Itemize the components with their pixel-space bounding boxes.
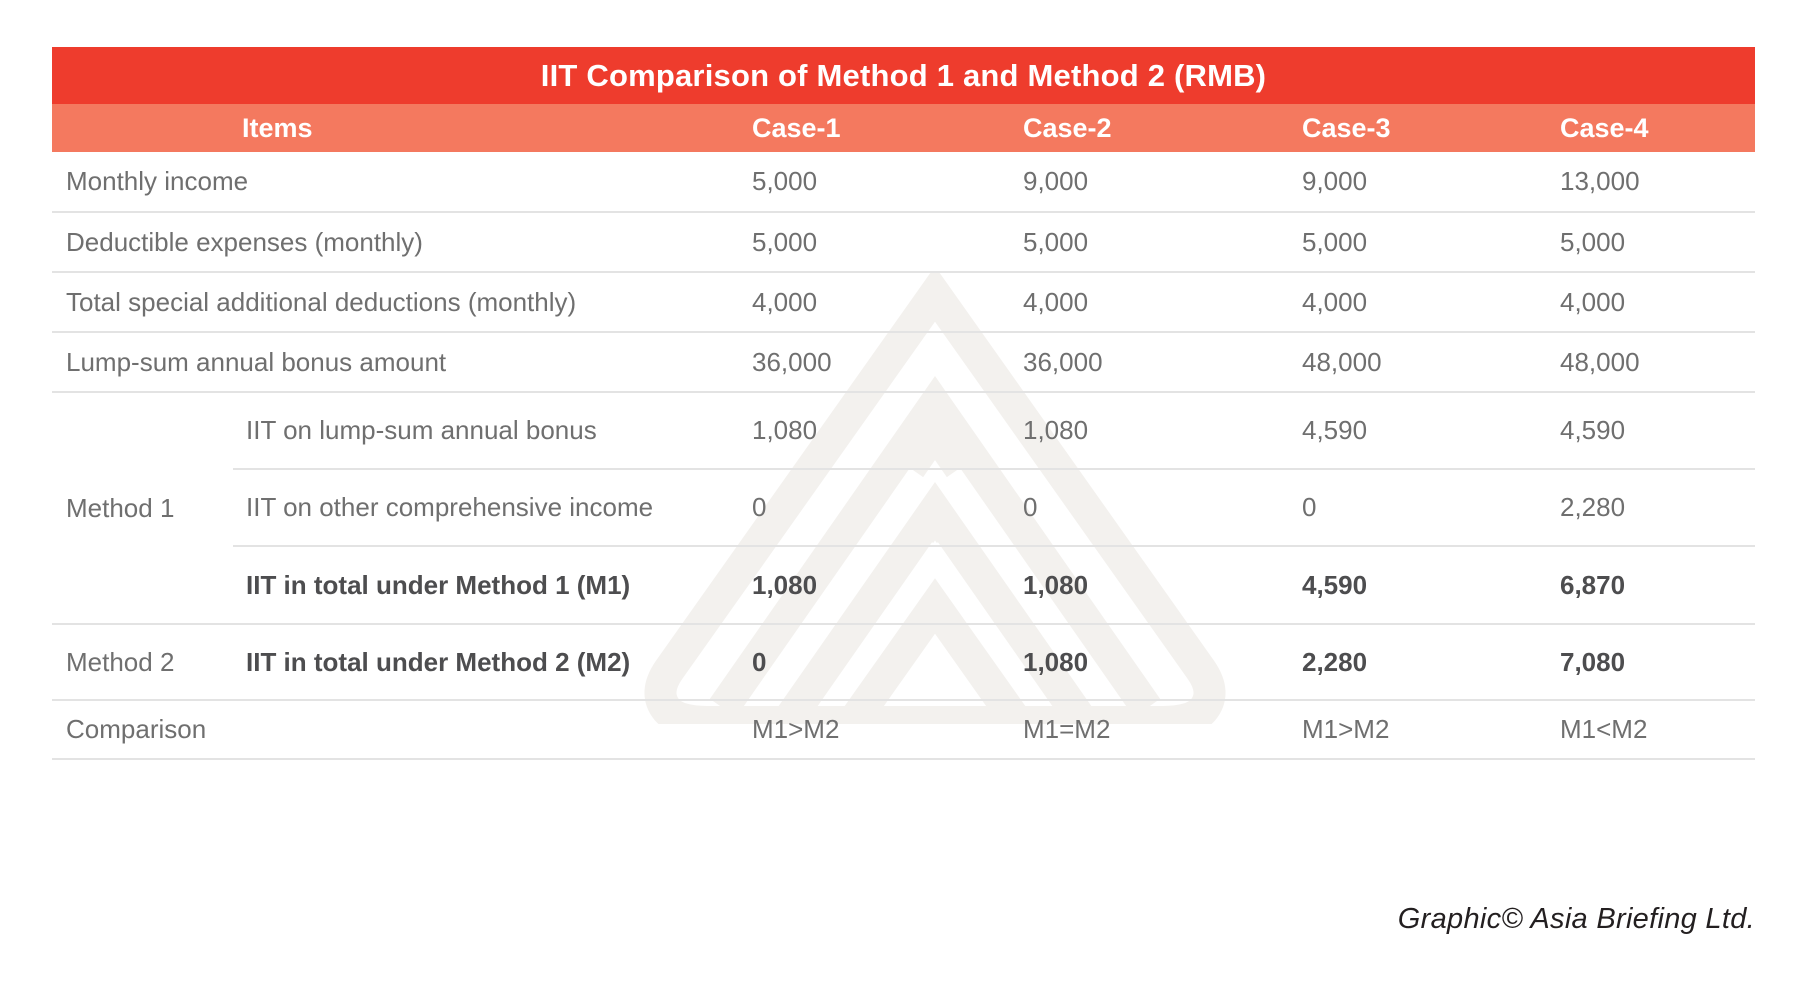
cell-case-1: 4,000 <box>752 286 818 317</box>
cell-case-1: 1,080 <box>752 415 818 445</box>
cell-case-3: 9,000 <box>1302 166 1368 196</box>
cell-case-4: 4,590 <box>1560 415 1626 445</box>
cell-case-1: 36,000 <box>752 346 832 377</box>
method-2-group-label: Method 2 <box>66 646 175 677</box>
cell-case-3: M1>M2 <box>1302 714 1390 744</box>
row-label: Total special additional deductions (mon… <box>66 286 577 317</box>
cell-case-1: 0 <box>752 646 767 677</box>
cell-case-3: 4,590 <box>1302 569 1368 600</box>
row-label: IIT in total under Method 2 (M2) <box>246 646 631 677</box>
asia-briefing-logo-watermark-icon <box>644 272 1226 724</box>
row-label: Monthly income <box>66 166 249 196</box>
cell-case-4: 5,000 <box>1560 226 1626 257</box>
cell-case-2: 0 <box>1023 492 1038 522</box>
row-label: IIT on other comprehensive income <box>246 492 654 522</box>
cell-case-4: 7,080 <box>1560 646 1626 677</box>
row-label: IIT on lump-sum annual bonus <box>246 415 597 445</box>
table-row-iit-total-method-1: IIT in total under Method 1 (M1) 1,080 1… <box>233 547 1755 623</box>
comparison-row-label: Comparison <box>66 714 207 744</box>
cell-case-3: 48,000 <box>1302 346 1382 377</box>
cell-case-3: 5,000 <box>1302 226 1368 257</box>
cell-case-4: 2,280 <box>1560 492 1626 522</box>
cell-case-1: 5,000 <box>752 226 818 257</box>
table-title-bar: IIT Comparison of Method 1 and Method 2 … <box>52 47 1755 104</box>
cell-case-3: 0 <box>1302 492 1317 522</box>
table-row-deductible-expenses: Deductible expenses (monthly) 5,000 5,00… <box>52 213 1755 273</box>
column-header-items: Items <box>242 112 313 143</box>
cell-case-3: 4,590 <box>1302 415 1368 445</box>
cell-case-2: 1,080 <box>1023 646 1089 677</box>
cell-case-2: M1=M2 <box>1023 714 1111 744</box>
column-header-case-2: Case-2 <box>1023 112 1112 143</box>
method-1-sub-rows: IIT on lump-sum annual bonus 1,080 1,080… <box>233 393 1755 623</box>
cell-case-2: 36,000 <box>1023 346 1103 377</box>
cell-case-4: 48,000 <box>1560 346 1640 377</box>
cell-case-4: M1<M2 <box>1560 714 1648 744</box>
cell-case-1: 1,080 <box>752 569 818 600</box>
table-row-iit-lump-sum-bonus: IIT on lump-sum annual bonus 1,080 1,080… <box>233 393 1755 470</box>
row-label: Deductible expenses (monthly) <box>66 226 423 257</box>
cell-case-2: 1,080 <box>1023 415 1089 445</box>
row-label: Lump-sum annual bonus amount <box>66 346 447 377</box>
column-header-case-4: Case-4 <box>1560 112 1649 143</box>
method-1-group: Method 1 IIT on lump-sum annual bonus 1,… <box>52 393 1755 625</box>
table-row-iit-other-comprehensive-income: IIT on other comprehensive income 0 0 0 … <box>233 470 1755 547</box>
cell-case-2: 4,000 <box>1023 286 1089 317</box>
cell-case-3: 4,000 <box>1302 286 1368 317</box>
table-row-iit-total-method-2: Method 2 IIT in total under Method 2 (M2… <box>52 625 1755 701</box>
table-header-row: Items Case-1 Case-2 Case-3 Case-4 <box>52 104 1755 152</box>
cell-case-1: M1>M2 <box>752 714 840 744</box>
cell-case-1: 5,000 <box>752 166 818 196</box>
cell-case-4: 6,870 <box>1560 569 1626 600</box>
graphic-credit: Graphic© Asia Briefing Ltd. <box>1397 903 1755 935</box>
cell-case-3: 2,280 <box>1302 646 1368 677</box>
page-title: IIT Comparison of Method 1 and Method 2 … <box>540 57 1267 93</box>
column-header-case-1: Case-1 <box>752 112 841 143</box>
row-label: IIT in total under Method 1 (M1) <box>246 569 631 600</box>
table-row-lump-sum-bonus: Lump-sum annual bonus amount 36,000 36,0… <box>52 333 1755 393</box>
cell-case-2: 1,080 <box>1023 569 1089 600</box>
cell-case-1: 0 <box>752 492 767 522</box>
cell-case-2: 9,000 <box>1023 166 1089 196</box>
table-row-monthly-income: Monthly income 5,000 9,000 9,000 13,000 <box>52 152 1755 213</box>
method-1-group-label: Method 1 <box>66 492 175 523</box>
column-header-case-3: Case-3 <box>1302 112 1391 143</box>
table-row-comparison: Comparison M1>M2 M1=M2 M1>M2 M1<M2 <box>52 701 1755 760</box>
cell-case-4: 4,000 <box>1560 286 1626 317</box>
cell-case-4: 13,000 <box>1560 166 1640 196</box>
iit-comparison-table: IIT Comparison of Method 1 and Method 2 … <box>52 47 1755 760</box>
cell-case-2: 5,000 <box>1023 226 1089 257</box>
table-row-special-additional-deductions: Total special additional deductions (mon… <box>52 273 1755 333</box>
